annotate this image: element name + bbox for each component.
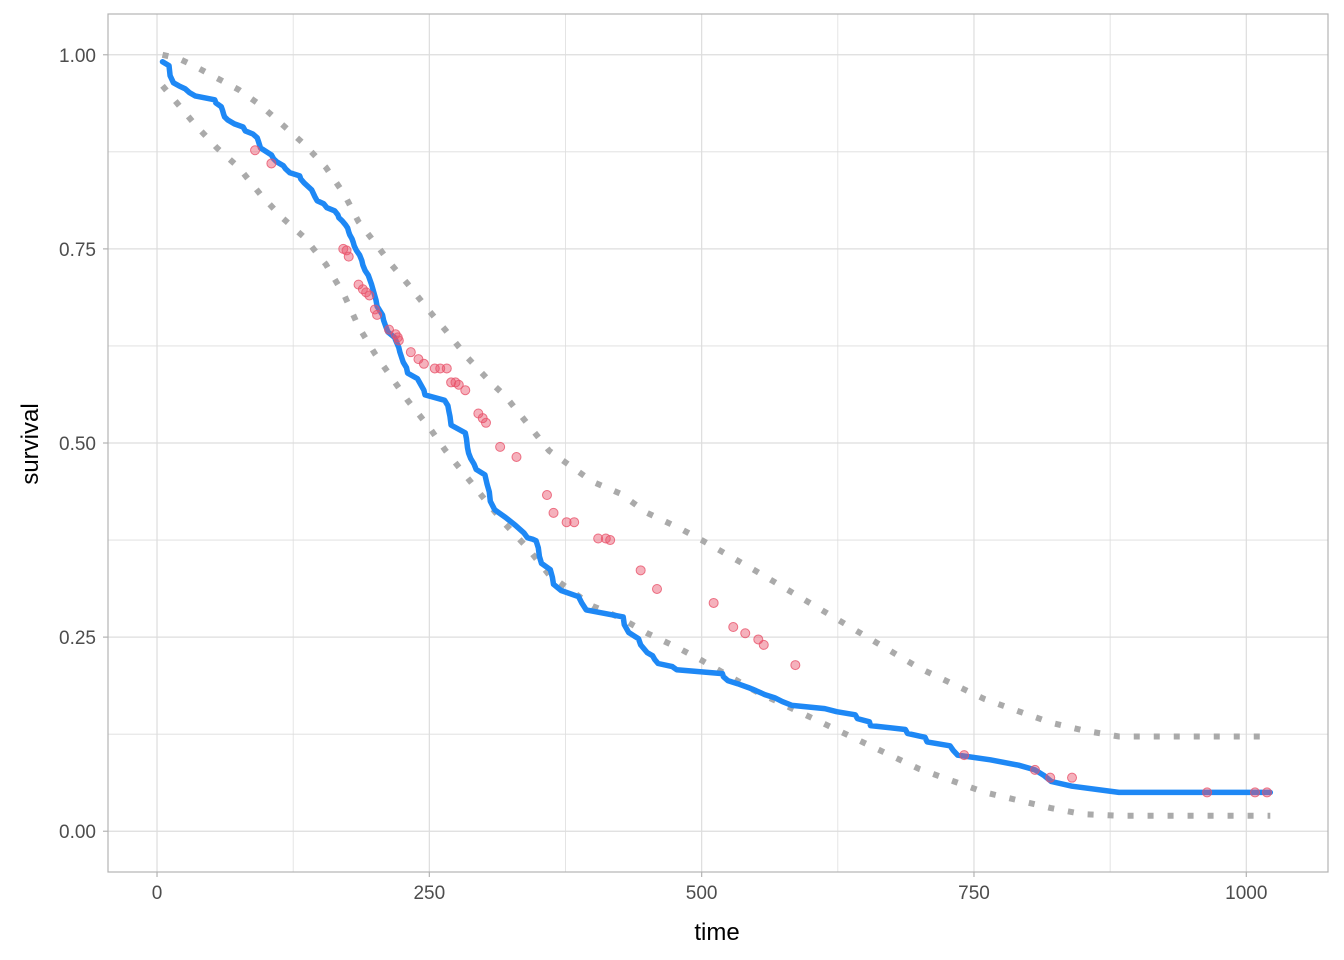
censor-point — [1029, 764, 1040, 775]
censor-point — [548, 507, 559, 518]
y-axis-title: survival — [17, 403, 44, 484]
censor-point — [393, 335, 404, 346]
y-tick-label: 0.00 — [59, 822, 96, 843]
censor-point — [480, 417, 491, 428]
censor-point — [790, 660, 801, 671]
x-tick-label: 500 — [686, 883, 718, 904]
y-tick-label: 0.50 — [59, 434, 96, 455]
censor-point — [266, 158, 277, 169]
censor-point — [1202, 787, 1213, 798]
censor-point — [343, 251, 354, 262]
x-tick-label: 750 — [958, 883, 990, 904]
censor-point — [453, 379, 464, 390]
censor-point — [1045, 772, 1056, 783]
censor-point — [405, 347, 416, 358]
censor-point — [541, 490, 552, 501]
censor-point — [593, 533, 604, 544]
censor-marks — [250, 145, 1272, 798]
major-gridlines — [108, 14, 1328, 872]
x-tick-label: 0 — [152, 883, 163, 904]
y-axis-ticks: 0.00 0.25 0.50 0.75 1.00 — [59, 46, 108, 843]
censor-point — [740, 628, 751, 639]
censor-point — [441, 363, 452, 374]
censor-point — [1262, 787, 1272, 798]
censor-point — [652, 583, 662, 594]
y-tick-label: 0.25 — [59, 628, 96, 649]
censor-point — [758, 639, 769, 650]
y-tick-label: 0.75 — [59, 240, 96, 261]
censor-point — [605, 535, 616, 546]
x-tick-label: 1000 — [1225, 883, 1267, 904]
censor-point — [369, 304, 380, 315]
censor-point — [341, 245, 352, 256]
censor-point — [418, 358, 429, 369]
censor-point — [728, 622, 739, 633]
y-tick-label: 1.00 — [59, 46, 96, 67]
survival-line — [159, 59, 1274, 796]
minor-gridlines — [108, 14, 1328, 872]
survival-curve — [159, 59, 1274, 796]
censor-point — [569, 517, 580, 528]
censor-point — [364, 290, 375, 301]
x-tick-label: 250 — [413, 883, 445, 904]
x-axis-title: time — [694, 919, 739, 946]
censor-point — [495, 441, 506, 452]
censor-point — [250, 145, 261, 156]
confidence-band — [160, 51, 1271, 819]
censor-point — [561, 517, 572, 528]
censor-point — [635, 565, 646, 576]
censor-point — [372, 309, 383, 320]
censor-point — [708, 597, 719, 608]
censor-point — [460, 385, 471, 396]
censor-point — [959, 750, 970, 761]
censor-point — [429, 363, 440, 374]
censor-point — [1067, 772, 1078, 783]
upper_ci-line — [161, 51, 1271, 740]
censor-point — [511, 451, 522, 462]
x-axis-ticks: 0 250 500 750 1000 — [152, 872, 1267, 904]
censor-point — [1250, 787, 1261, 798]
